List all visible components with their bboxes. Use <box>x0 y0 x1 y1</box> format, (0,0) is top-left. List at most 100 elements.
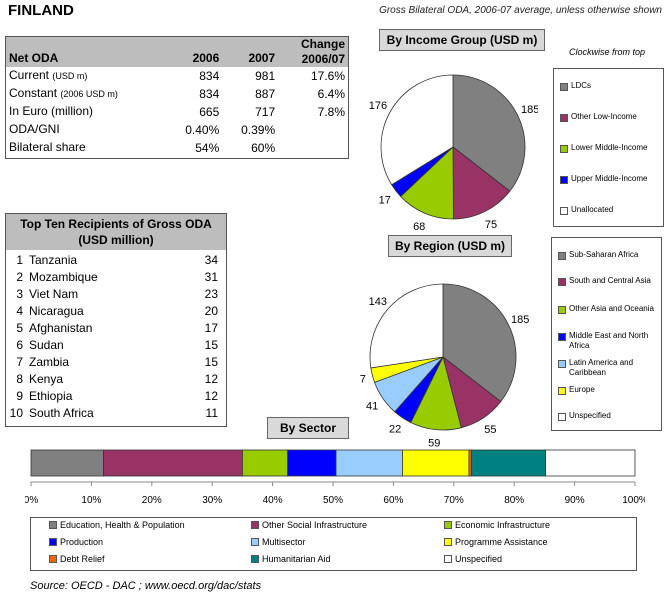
net-oda-change <box>278 139 348 157</box>
legend-item: Unallocated <box>560 205 660 215</box>
sector-legend-item: Multisector <box>251 537 306 547</box>
net-oda-change-header: Change 2006/07 <box>278 37 348 67</box>
sector-segment <box>470 449 547 477</box>
legend-swatch <box>49 555 57 563</box>
net-oda-header: Net ODA 2006 2007 Change 2006/07 <box>6 37 348 67</box>
legend-item: South and Central Asia <box>558 276 658 286</box>
legend-swatch <box>558 252 566 260</box>
legend-swatch <box>251 521 259 529</box>
net-oda-panel: Net ODA 2006 2007 Change 2006/07 Current… <box>5 36 349 159</box>
net-oda-2007: 0.39% <box>241 122 276 137</box>
pie-slice-label: 55 <box>484 424 496 436</box>
x-tick-label: 100% <box>622 495 645 506</box>
pie-slice-label: 68 <box>413 221 425 230</box>
legend-label: Other Low-Income <box>571 112 637 121</box>
legend-label: Education, Health & Population <box>60 520 185 530</box>
x-tick-label: 30% <box>202 495 222 506</box>
pie-slice-label: 17 <box>379 194 391 206</box>
net-oda-row-label: Bilateral share <box>9 140 86 154</box>
pie-slice <box>380 74 454 186</box>
recipient-value: 15 <box>204 338 218 352</box>
recipient-name: Viet Nam <box>29 287 79 301</box>
recipient-value: 12 <box>204 389 218 403</box>
recipient-row: 4 Nicaragua 20 <box>6 303 226 320</box>
sector-legend: Education, Health & Population Other Soci… <box>30 517 637 571</box>
legend-label: LDCs <box>571 81 592 90</box>
pie-slice-label: 41 <box>366 401 378 413</box>
recipient-name: Afghanistan <box>29 321 93 335</box>
sector-legend-item: Programme Assistance <box>444 537 548 547</box>
sector-segment <box>287 449 337 477</box>
region-chart-title: By Region (USD m) <box>388 235 512 257</box>
recipient-row: 2 Mozambique 31 <box>6 269 226 286</box>
legend-label: Unallocated <box>571 205 614 214</box>
sector-chart-title: By Sector <box>267 417 349 439</box>
net-oda-row: ODA/GNI 0.40% 0.39% <box>6 121 348 139</box>
pie-slice-label: 176 <box>369 100 387 112</box>
legend-swatch <box>558 306 566 314</box>
legend-swatch <box>49 538 57 546</box>
sector-segment <box>402 449 470 477</box>
pie-slice <box>442 283 517 403</box>
recipient-name: Kenya <box>29 372 64 386</box>
x-tick-label: 50% <box>323 495 343 506</box>
legend-label: Other Asia and Oceania <box>569 304 654 313</box>
net-oda-2007: 60% <box>251 140 276 155</box>
legend-label: Lower Middle-Income <box>571 143 648 152</box>
legend-label: Economic Infrastructure <box>455 520 551 530</box>
legend-item: Lower Middle-Income <box>560 143 660 153</box>
recipient-name: Ethiopia <box>29 389 73 403</box>
region-legend: Sub-Saharan Africa South and Central Asia… <box>551 237 662 431</box>
legend-swatch <box>251 538 259 546</box>
x-tick-label: 0% <box>25 495 38 506</box>
recipient-rank: 4 <box>16 304 23 318</box>
sector-segment <box>241 449 289 477</box>
pie-slice <box>369 283 444 369</box>
legend-item: Unspecified <box>558 411 658 421</box>
pie-slice-label: 143 <box>369 296 387 308</box>
net-oda-row-label: Constant (2006 USD m) <box>9 86 118 100</box>
legend-swatch <box>560 145 568 153</box>
recipient-value: 23 <box>204 287 218 301</box>
sector-legend-item: Humanitarian Aid <box>251 554 331 564</box>
sector-bar-chart: 0% 10% 20% 30% 40% 50% 60% 70% 80% 90% 100% <box>25 449 645 506</box>
subtitle: Gross Bilateral ODA, 2006-07 average, un… <box>379 5 662 16</box>
region-pie-chart: 185 55 59 22 41 17 143 <box>360 283 529 447</box>
recipient-name: Sudan <box>29 338 64 352</box>
top-ten-title-line2: (USD million) <box>78 233 154 247</box>
legend-item: Europe <box>558 385 658 395</box>
legend-item: Upper Middle-Income <box>560 174 660 184</box>
net-oda-year2: 2007 <box>248 51 276 65</box>
legend-item: LDCs <box>560 81 660 91</box>
legend-label: South and Central Asia <box>569 276 651 285</box>
recipient-row: 5 Afghanistan 17 <box>6 320 226 337</box>
net-oda-2007: 981 <box>255 68 276 83</box>
top-ten-title-line1: Top Ten Recipients of Gross ODA <box>20 217 212 231</box>
pie-slice <box>452 146 511 220</box>
x-tick-label: 40% <box>263 495 283 506</box>
legend-swatch <box>558 387 566 395</box>
net-oda-change: 7.8% <box>317 104 345 119</box>
legend-label: Debt Relief <box>60 554 105 564</box>
sector-segment <box>30 449 104 477</box>
country-title: FINLAND <box>8 2 74 19</box>
legend-swatch <box>444 521 452 529</box>
net-oda-row-label: In Euro (million) <box>9 104 94 118</box>
sector-legend-item: Production <box>49 537 103 547</box>
net-oda-2007: 887 <box>255 86 276 101</box>
net-oda-row-label: Current (USD m) <box>9 68 88 82</box>
legend-label: Other Social Infrastructure <box>262 520 368 530</box>
net-oda-change <box>278 121 348 139</box>
recipient-rank: 7 <box>16 355 23 369</box>
legend-swatch <box>560 114 568 122</box>
sector-segment <box>545 449 636 477</box>
sector-legend-item: Economic Infrastructure <box>444 520 550 530</box>
sector-segment <box>103 449 243 477</box>
recipient-rank: 8 <box>16 372 23 386</box>
legend-swatch <box>558 360 566 368</box>
recipient-value: 20 <box>204 304 218 318</box>
net-oda-label: Net ODA <box>9 51 59 65</box>
x-tick-label: 60% <box>383 495 403 506</box>
recipient-row: 8 Kenya 12 <box>6 371 226 388</box>
pie-slice-label: 22 <box>389 423 401 435</box>
